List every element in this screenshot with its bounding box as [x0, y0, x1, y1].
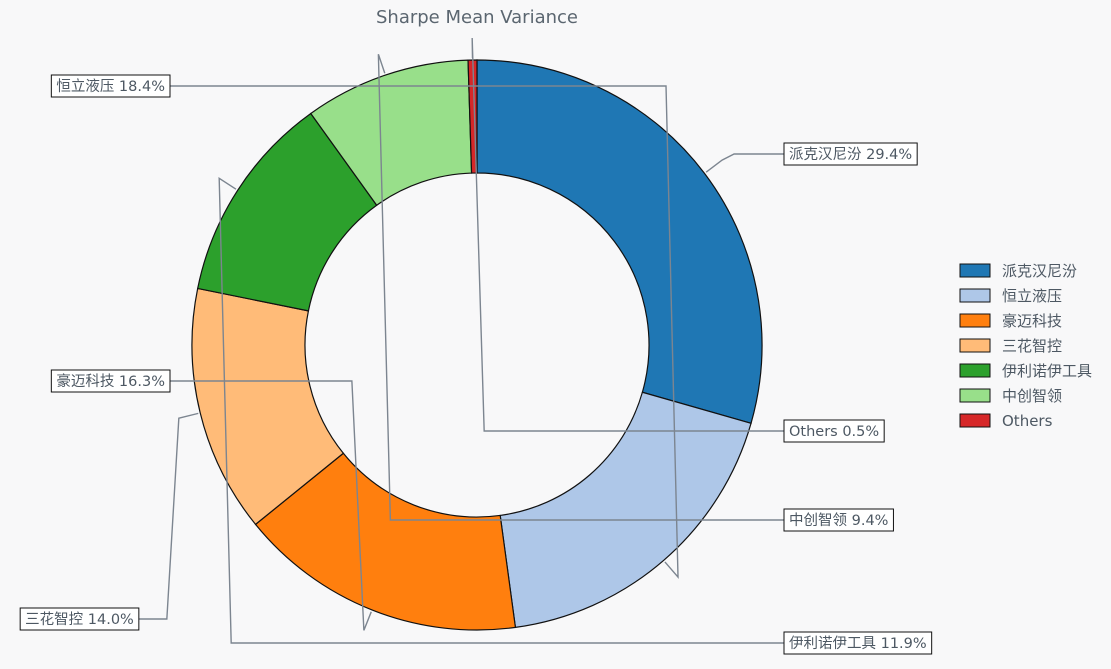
slice-1-leader-line: [170, 85, 679, 579]
legend-swatch-5: [959, 388, 991, 403]
slice-3-leader-line: [138, 412, 199, 620]
legend-label-1: 恒立液压: [1002, 287, 1062, 305]
slice-6-leader-line: [471, 38, 784, 432]
legend-label-2: 豪迈科技: [1002, 312, 1062, 330]
legend-swatch-2: [959, 313, 991, 328]
legend-label-6: Others: [1002, 412, 1053, 430]
legend-swatch-3: [959, 338, 991, 353]
slice-6-data-label: Others 0.5%: [789, 424, 879, 440]
callouts-group: 派克汉尼汾 29.4% 恒立液压 18.4% 豪迈科技 16.3% 三花智控 14.0…: [19, 38, 933, 655]
legend-swatch-1: [959, 288, 991, 303]
slice-1-wedge: [499, 391, 752, 629]
slice-3-data-label: 三花智控 14.0%: [25, 611, 134, 628]
slices-group: [191, 59, 763, 631]
slice-2-label-box: [50, 369, 171, 393]
slice-4-leader-line: [218, 177, 784, 644]
slice-4-data-label: 伊利诺伊工具 11.9%: [789, 635, 927, 652]
legend-swatch-0: [959, 263, 991, 278]
slice-2-data-label: 豪迈科技 16.3%: [56, 373, 165, 390]
slice-0-wedge: [476, 59, 763, 425]
slice-5-label-box: [783, 508, 894, 532]
slice-1-data-label: 恒立液压 18.4%: [56, 78, 165, 95]
slice-6-label-box: [783, 419, 885, 443]
slice-5-leader-line: [377, 54, 784, 521]
legend-label-0: 派克汉尼汾: [1002, 262, 1077, 280]
slice-0-leader-line: [705, 153, 784, 173]
legend-label-3: 三花智控: [1002, 337, 1062, 355]
slice-1-label-box: [50, 74, 171, 98]
legend-label-4: 伊利诺伊工具: [1002, 362, 1092, 380]
slice-2-leader-line: [170, 380, 372, 631]
slice-0-data-label: 派克汉尼汾 29.4%: [789, 146, 912, 163]
slice-0-label-box: [783, 142, 918, 166]
slice-5-data-label: 中创智领 9.4%: [789, 512, 888, 529]
slice-3-label-box: [19, 607, 140, 631]
slice-4-label-box: [783, 631, 933, 655]
legend-swatch-4: [959, 363, 991, 378]
legend-swatch-6: [959, 413, 991, 428]
chart-title: Sharpe Mean Variance: [376, 7, 578, 28]
legend-label-5: 中创智领: [1002, 387, 1062, 405]
